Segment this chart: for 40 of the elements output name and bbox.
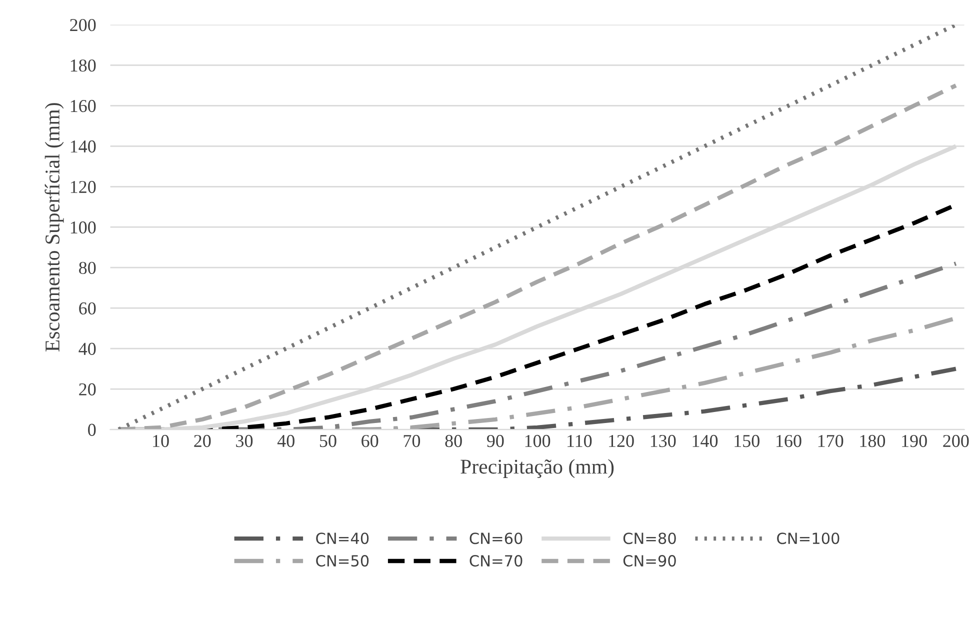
y-tick-label: 140 xyxy=(70,140,96,153)
y-tick-label: 60 xyxy=(79,302,96,315)
x-tick-label: 40 xyxy=(277,434,294,448)
legend-label: CN=50 xyxy=(316,555,369,567)
legend-label: CN=100 xyxy=(777,532,840,544)
x-tick-label: 70 xyxy=(404,434,420,448)
x-tick-label: 50 xyxy=(320,434,336,448)
x-tick-label: 80 xyxy=(445,434,462,448)
x-tick-label: 130 xyxy=(650,434,676,448)
x-tick-label: 120 xyxy=(609,434,634,448)
y-tick-label: 0 xyxy=(88,424,96,436)
x-tick-label: 150 xyxy=(734,434,760,448)
y-axis-title: Escoamento Superfícial (mm) xyxy=(44,103,64,352)
y-tick-label: 40 xyxy=(78,342,96,355)
x-tick-label: 60 xyxy=(362,434,378,448)
x-tick-label: 30 xyxy=(236,434,253,448)
y-tick-label: 200 xyxy=(70,18,96,32)
y-tick-label: 120 xyxy=(70,180,96,194)
legend-label: CN=90 xyxy=(623,555,676,567)
y-tick-label: 180 xyxy=(70,59,96,72)
legend-label: CN=70 xyxy=(470,555,522,567)
x-tick-label: 100 xyxy=(525,434,550,448)
y-tick-label: 160 xyxy=(70,100,96,112)
legend-label: CN=40 xyxy=(316,532,369,544)
x-tick-label: 190 xyxy=(902,434,927,448)
x-tick-label: 160 xyxy=(776,434,802,448)
y-tick-label: 80 xyxy=(79,262,96,274)
x-tick-label: 90 xyxy=(486,434,504,448)
x-tick-label: 170 xyxy=(818,434,844,448)
x-axis-title: Precipitação (mm) xyxy=(460,459,614,478)
x-tick-label: 180 xyxy=(860,434,886,448)
legend-label: CN=60 xyxy=(470,532,522,544)
x-tick-label: 20 xyxy=(194,434,211,448)
y-tick-label: 20 xyxy=(79,383,96,396)
x-tick-label: 110 xyxy=(568,434,592,448)
y-tick-label: 100 xyxy=(70,221,96,234)
x-tick-label: 140 xyxy=(692,434,718,448)
x-tick-label: 10 xyxy=(153,434,169,448)
x-tick-label: 200 xyxy=(943,434,969,448)
legend-label: CN=80 xyxy=(623,532,676,544)
